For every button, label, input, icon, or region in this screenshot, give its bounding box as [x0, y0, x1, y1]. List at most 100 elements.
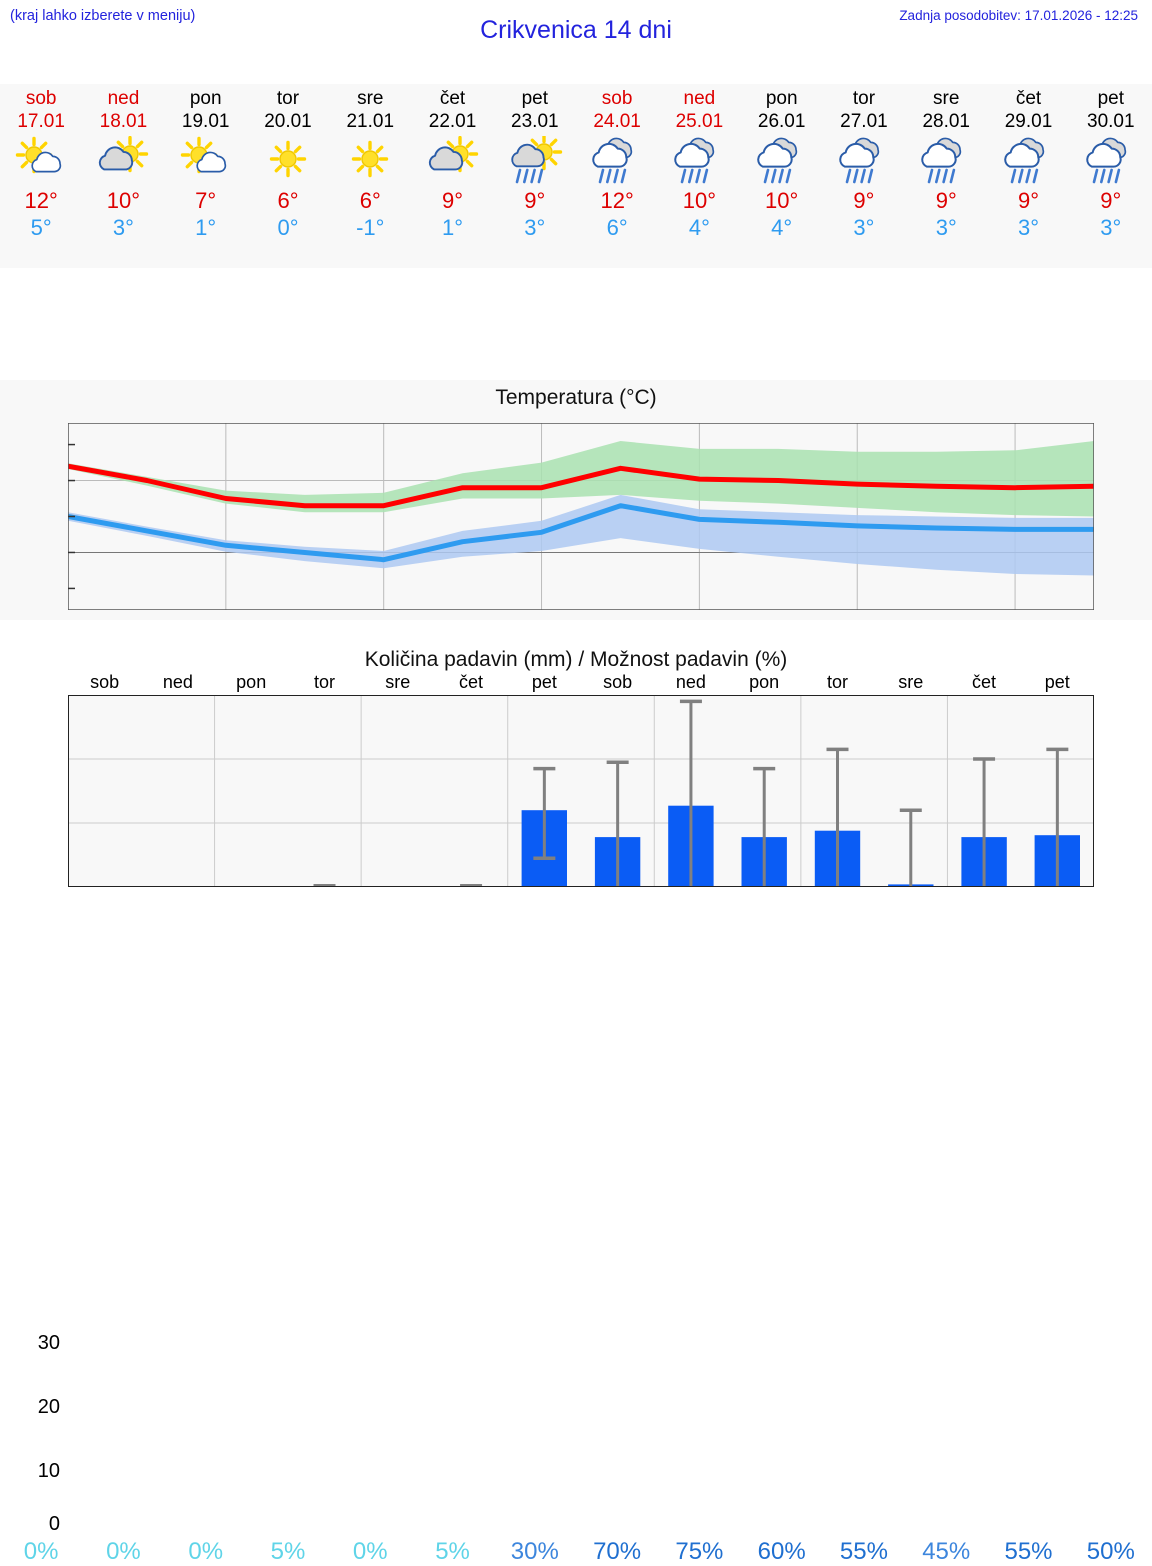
- temp-max: 10°: [682, 188, 717, 213]
- day-date: 26.01: [757, 111, 806, 132]
- temp-min: 1°: [195, 215, 217, 240]
- day-of-week: pon: [189, 88, 222, 109]
- temp-min: 4°: [771, 215, 793, 240]
- cloud-rain-icon: [915, 135, 977, 187]
- day-column[interactable]: pet 23.01 9° 3°: [494, 84, 576, 268]
- prec-day-label: čet: [972, 672, 997, 692]
- day-date: 23.01: [511, 111, 559, 132]
- temp-max: 9°: [1017, 188, 1040, 213]
- day-column[interactable]: pet 30.01 9° 3°: [1070, 84, 1152, 268]
- cloud-rain-icon: [998, 135, 1060, 187]
- prec-ytick-0: 0: [48, 1513, 60, 1535]
- day-date: 19.01: [181, 111, 230, 132]
- precipitation-day-labels: sob ned pon tor sre čet pet sob ned pon tor sre čet p…: [68, 672, 1094, 693]
- day-column[interactable]: čet 22.01 9° 1°: [411, 84, 493, 268]
- sun-icon: [257, 135, 319, 187]
- day-column[interactable]: sob 24.01 12° 6°: [576, 84, 658, 268]
- day-of-week: sre: [357, 88, 384, 109]
- day-of-week: ned: [107, 88, 140, 109]
- sun-small-cloud-icon: [175, 135, 237, 187]
- sun-cloud-icon: [422, 135, 484, 187]
- prec-day-label: pet: [531, 672, 557, 692]
- day-column[interactable]: sre 28.01 9° 3°: [905, 84, 987, 268]
- day-column[interactable]: ned 25.01 10° 4°: [658, 84, 740, 268]
- day-of-week: ned: [683, 88, 716, 109]
- temp-min: 3°: [524, 215, 546, 240]
- temp-max: 9°: [442, 188, 464, 213]
- day-of-week: čet: [1015, 88, 1042, 109]
- prec-day-label: sob: [90, 672, 120, 692]
- prec-ytick-10: 10: [37, 1460, 60, 1482]
- prec-day-label: sre: [898, 672, 924, 692]
- sun-small-cloud-icon: [10, 135, 72, 187]
- prec-day-label: sre: [385, 672, 411, 692]
- prec-day-label: sob: [603, 672, 633, 692]
- temp-min: 6°: [606, 215, 628, 240]
- daily-forecast-strip: sob 17.01 12° 5° ned 18.01 10° 3° pon 19.01 7° 1…: [0, 84, 1152, 268]
- cloud-rain-icon: [1080, 135, 1142, 187]
- day-column[interactable]: ned 18.01 10° 3°: [82, 84, 164, 268]
- temp-max: 12°: [600, 188, 634, 213]
- prec-ytick-30: 30: [37, 1332, 60, 1354]
- temp-max: 6°: [277, 188, 299, 213]
- day-column[interactable]: pon 26.01 10° 4°: [741, 84, 823, 268]
- temp-min: 3°: [853, 215, 875, 240]
- day-of-week: sob: [25, 88, 57, 109]
- temp-min: -1°: [356, 215, 385, 240]
- temp-max: 12°: [24, 188, 58, 213]
- page-header: (kraj lahko izberete v meniju) Crikvenic…: [0, 0, 1152, 46]
- temp-min: 1°: [442, 215, 464, 240]
- precip-probability: 5%: [435, 1538, 470, 1565]
- day-date: 18.01: [99, 111, 148, 132]
- temp-min: 3°: [1017, 215, 1040, 240]
- precip-probability: 0%: [23, 1538, 59, 1565]
- page-title: Crikvenica 14 dni: [480, 16, 672, 44]
- day-date: 22.01: [428, 111, 477, 132]
- temp-max: 9°: [524, 188, 546, 213]
- precip-probability: 0%: [352, 1538, 388, 1565]
- sun-icon: [339, 135, 401, 187]
- day-of-week: pon: [765, 88, 798, 109]
- day-column[interactable]: sob 17.01 12° 5°: [0, 84, 82, 268]
- temp-min: 3°: [1100, 215, 1122, 240]
- precip-probability: 55%: [839, 1538, 888, 1565]
- precipitation-chart-title: Količina padavin (mm) / Možnost padavin …: [364, 648, 788, 671]
- day-column[interactable]: pon 19.01 7° 1°: [165, 84, 247, 268]
- day-column[interactable]: tor 27.01 9° 3°: [823, 84, 905, 268]
- day-date: 17.01: [17, 111, 65, 132]
- precip-probability: 55%: [1004, 1538, 1053, 1565]
- prec-day-label: ned: [162, 672, 193, 692]
- temp-max: 9°: [853, 188, 875, 213]
- prec-day-label: pon: [749, 672, 780, 692]
- cloud-rain-icon: [833, 135, 895, 187]
- day-date: 21.01: [346, 111, 395, 132]
- temp-max: 9°: [1100, 188, 1122, 213]
- precipitation-probability-row: 0% 0% 0% 5% 0% 5% 30% 70% 75% 60% 55% 45% 55% 50%: [0, 1538, 1152, 1566]
- menu-hint: (kraj lahko izberete v meniju): [10, 8, 196, 24]
- day-date: 25.01: [675, 111, 724, 132]
- prec-day-label: čet: [459, 672, 484, 692]
- precip-probability: 50%: [1086, 1538, 1135, 1565]
- day-date: 29.01: [1004, 111, 1053, 132]
- precip-probability: 30%: [510, 1538, 559, 1565]
- prec-day-label: tor: [826, 672, 848, 692]
- temp-min: 3°: [935, 215, 957, 240]
- precip-probability: 5%: [270, 1538, 306, 1565]
- precip-probability: 60%: [757, 1538, 806, 1565]
- day-of-week: čet: [439, 88, 466, 109]
- temperature-panel: Temperatura (°C) 10 0 © vreme.us & vreme…: [0, 380, 1152, 948]
- temp-max: 10°: [106, 188, 141, 213]
- temp-max: 7°: [195, 188, 217, 213]
- day-column[interactable]: sre 21.01 6° -1°: [329, 84, 411, 268]
- day-column[interactable]: čet 29.01 9° 3°: [987, 84, 1069, 268]
- last-updated: Zadnja posodobitev: 17.01.2026 - 12:25: [899, 8, 1138, 23]
- precip-probability: 0%: [188, 1538, 224, 1565]
- day-date: 24.01: [593, 111, 641, 132]
- day-date: 28.01: [922, 111, 970, 132]
- temp-max: 6°: [359, 188, 381, 213]
- cloud-rain-icon: [668, 135, 730, 187]
- sun-cloud-rain-icon: [504, 135, 566, 187]
- day-column[interactable]: tor 20.01 6° 0°: [247, 84, 329, 268]
- day-date: 27.01: [840, 111, 888, 132]
- cloud-rain-icon: [586, 135, 648, 187]
